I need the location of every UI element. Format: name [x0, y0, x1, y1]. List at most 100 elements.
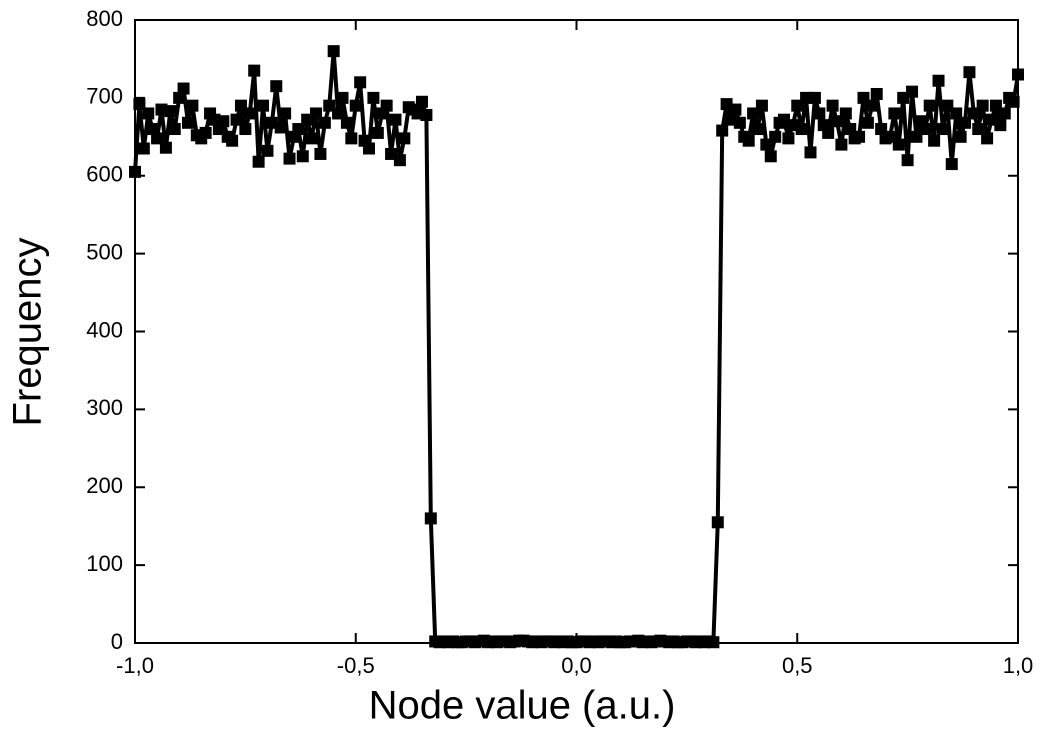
- data-point: [424, 512, 437, 525]
- data-point: [994, 119, 1007, 132]
- data-point: [998, 107, 1011, 120]
- data-point: [305, 132, 318, 145]
- data-point: [226, 134, 239, 147]
- data-point: [954, 130, 967, 143]
- data-point: [310, 107, 323, 120]
- data-point: [804, 146, 817, 159]
- data-point: [835, 138, 848, 151]
- data-point: [217, 115, 230, 128]
- data-point: [892, 138, 905, 151]
- data-point: [261, 144, 274, 157]
- data-point: [133, 98, 146, 111]
- data-point: [327, 45, 340, 58]
- x-tick-label: 1,0: [1003, 653, 1034, 678]
- data-point: [292, 123, 305, 136]
- data-point: [181, 116, 194, 129]
- data-point: [349, 99, 362, 112]
- data-point: [950, 107, 963, 120]
- data-point: [839, 107, 852, 120]
- data-point: [371, 126, 384, 139]
- data-point: [853, 130, 866, 143]
- data-point: [764, 150, 777, 163]
- data-point: [336, 91, 349, 104]
- data-point: [420, 109, 433, 122]
- data-point: [146, 123, 159, 136]
- data-point: [844, 123, 857, 136]
- data-point: [1012, 68, 1024, 81]
- x-tick-label: -0,5: [337, 653, 375, 678]
- x-tick-label: 0,0: [561, 653, 592, 678]
- y-tick-label: 200: [86, 473, 123, 498]
- data-point: [822, 126, 835, 139]
- data-point: [279, 107, 292, 120]
- y-axis-label: Frequency: [6, 238, 50, 427]
- y-tick-label: 0: [111, 629, 123, 654]
- data-point: [711, 516, 724, 529]
- y-tick-label: 800: [86, 6, 123, 31]
- data-point: [168, 123, 181, 136]
- data-point: [151, 132, 164, 145]
- data-point: [707, 636, 720, 649]
- data-point: [919, 123, 932, 136]
- data-point: [936, 123, 949, 136]
- data-point: [389, 113, 402, 126]
- data-point: [142, 107, 155, 120]
- data-point: [186, 99, 199, 112]
- data-point: [808, 91, 821, 104]
- data-point: [314, 147, 327, 160]
- data-point: [239, 123, 252, 136]
- data-point: [861, 116, 874, 129]
- y-tick-label: 700: [86, 84, 123, 109]
- y-tick-label: 500: [86, 239, 123, 264]
- data-point: [129, 165, 141, 178]
- data-point: [972, 123, 985, 136]
- data-point: [345, 132, 358, 145]
- data-point: [945, 158, 958, 171]
- data-point: [782, 132, 795, 145]
- data-point: [742, 134, 755, 147]
- data-point: [252, 155, 265, 168]
- data-point: [870, 87, 883, 100]
- data-point: [212, 123, 225, 136]
- data-point: [963, 66, 976, 79]
- data-point: [296, 150, 309, 163]
- data-point: [274, 121, 287, 134]
- data-point: [164, 105, 177, 118]
- data-point: [318, 116, 331, 129]
- plot-frame: [134, 19, 1019, 644]
- data-point: [173, 91, 186, 104]
- data-point: [398, 132, 411, 145]
- data-point: [332, 107, 345, 120]
- data-point: [826, 99, 839, 112]
- y-tick-label: 100: [86, 551, 123, 576]
- data-point: [795, 123, 808, 136]
- y-tick-label: 600: [86, 162, 123, 187]
- data-point: [976, 99, 989, 112]
- data-point: [380, 99, 393, 112]
- data-point: [177, 82, 190, 95]
- data-point: [159, 141, 172, 154]
- data-point: [270, 80, 283, 93]
- data-point: [813, 107, 826, 120]
- data-point: [283, 152, 296, 165]
- data-point: [367, 91, 380, 104]
- x-axis-label: Node value (a.u.): [369, 684, 676, 728]
- data-point: [137, 142, 150, 155]
- data-point: [932, 74, 945, 87]
- data-point: [928, 134, 941, 147]
- data-point: [751, 123, 764, 136]
- data-point: [733, 116, 746, 129]
- data-point: [769, 130, 782, 143]
- data-point: [243, 107, 256, 120]
- data-point: [959, 116, 972, 129]
- data-point: [230, 113, 243, 126]
- data-point: [888, 107, 901, 120]
- data-point: [393, 154, 406, 167]
- x-tick-label: 0,5: [782, 653, 813, 678]
- data-point: [875, 123, 888, 136]
- data-point: [716, 124, 729, 137]
- data-point: [340, 116, 353, 129]
- data-point: [199, 126, 212, 139]
